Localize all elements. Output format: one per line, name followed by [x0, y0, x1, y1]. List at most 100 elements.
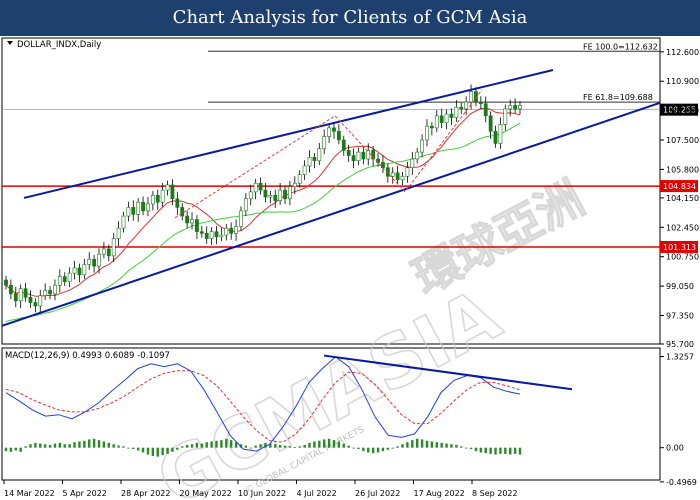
candle-body [185, 215, 190, 224]
candle-body [77, 267, 82, 276]
histogram-bar [420, 439, 424, 448]
candle-body [322, 136, 327, 149]
histogram-bar [391, 447, 394, 449]
candle-body [106, 248, 111, 257]
histogram-bar [112, 444, 115, 448]
candle-body [248, 191, 253, 200]
candle-body [160, 189, 165, 203]
price-tick-label: 112.600 [666, 48, 699, 57]
candle-body [121, 215, 126, 229]
candle-body [351, 155, 356, 162]
price-tick-label: 104.150 [666, 194, 699, 203]
histogram-bar [254, 445, 257, 448]
candle-body [38, 295, 43, 307]
histogram-bar [494, 447, 497, 455]
candle-body [371, 150, 376, 160]
candle-body [478, 101, 483, 104]
histogram-bar [176, 447, 179, 450]
histogram-bar [39, 443, 42, 448]
candle-body [283, 189, 287, 200]
histogram-bar [342, 443, 345, 448]
candle-body [239, 210, 243, 227]
candle-body [498, 124, 503, 144]
candle-body [23, 288, 28, 298]
candle-body [307, 156, 312, 167]
candle-body [381, 162, 385, 168]
candle-body [341, 139, 346, 151]
candle-body [488, 115, 493, 132]
candle-body [469, 91, 473, 103]
macd-tick-label: 1.3257 [666, 353, 694, 362]
candle-body [503, 108, 508, 125]
histogram-bar [48, 444, 52, 448]
histogram-bar [225, 438, 228, 448]
histogram-bar [34, 442, 37, 448]
candle-body [268, 195, 273, 198]
candle-body [361, 151, 366, 160]
candle-body [92, 258, 97, 267]
trend-channel [1, 69, 661, 327]
candle-body [53, 284, 57, 295]
time-tick-label: 28 Apr 2022 [121, 489, 170, 498]
candle-body [454, 106, 459, 118]
histogram-bar [357, 447, 360, 450]
candle-body [8, 284, 13, 295]
histogram-bar [376, 447, 380, 453]
histogram-bar [298, 446, 301, 448]
candle-body [190, 219, 194, 224]
histogram-bar [205, 442, 208, 448]
swing-dashed-line [174, 89, 483, 219]
level-price-tag [660, 180, 698, 193]
histogram-bar [259, 444, 262, 448]
price-pane-frame [1, 37, 661, 345]
histogram-bar [58, 442, 62, 448]
candle-body [415, 151, 420, 160]
candle-body [209, 231, 214, 239]
candle-body [180, 207, 185, 217]
price-tick-label: 102.450 [666, 223, 699, 232]
candle-body [439, 115, 444, 124]
histogram-bar [288, 446, 292, 448]
histogram-bar [303, 444, 306, 448]
chart-labels: DOLLAR_INDX,Daily MACD(12,26,9) 0.4993 0… [5, 40, 170, 361]
candle-body [170, 184, 175, 200]
candle-body [317, 148, 322, 162]
candle-body [87, 258, 92, 265]
histogram-bar [132, 447, 135, 450]
time-tick-label: 4 Jul 2022 [297, 489, 337, 498]
current-price-tag [660, 103, 698, 116]
moving-average-fast [5, 108, 521, 297]
channel-upper-line [23, 69, 554, 199]
candle-body [67, 272, 72, 283]
histogram-bar [337, 441, 341, 448]
candle-body [199, 231, 204, 234]
histogram-bar [411, 440, 414, 448]
histogram-bar [479, 447, 483, 453]
candle-body [111, 238, 116, 257]
histogram-bar [278, 444, 282, 448]
histogram-bar [97, 440, 101, 448]
candle-body [165, 184, 170, 191]
candle-body [297, 174, 302, 184]
axis-ticks: 112.600 110.900 109.200 107.500 105.800 104.1… [3, 48, 699, 498]
price-tick-label: 107.500 [666, 136, 699, 145]
histogram-bar [244, 445, 248, 448]
time-tick-label: 8 Sep 2022 [472, 489, 518, 498]
histogram-bar [19, 447, 22, 452]
time-tick-label: 5 Apr 2022 [63, 489, 107, 498]
histogram-bar [504, 447, 507, 454]
candle-body [336, 131, 341, 141]
candle-body [288, 186, 292, 200]
candle-body [400, 176, 405, 181]
candle-body [449, 113, 454, 118]
histogram-bar [269, 443, 272, 448]
candle-body [513, 105, 518, 110]
candle-body [302, 165, 307, 175]
candle-body [258, 182, 263, 191]
histogram-bar [156, 447, 159, 457]
histogram-bar [430, 441, 434, 448]
candle-body [253, 182, 258, 193]
dropdown-arrow-icon[interactable] [7, 41, 13, 45]
price-tick-label: 95.700 [666, 340, 694, 349]
histogram-bar [220, 440, 223, 448]
